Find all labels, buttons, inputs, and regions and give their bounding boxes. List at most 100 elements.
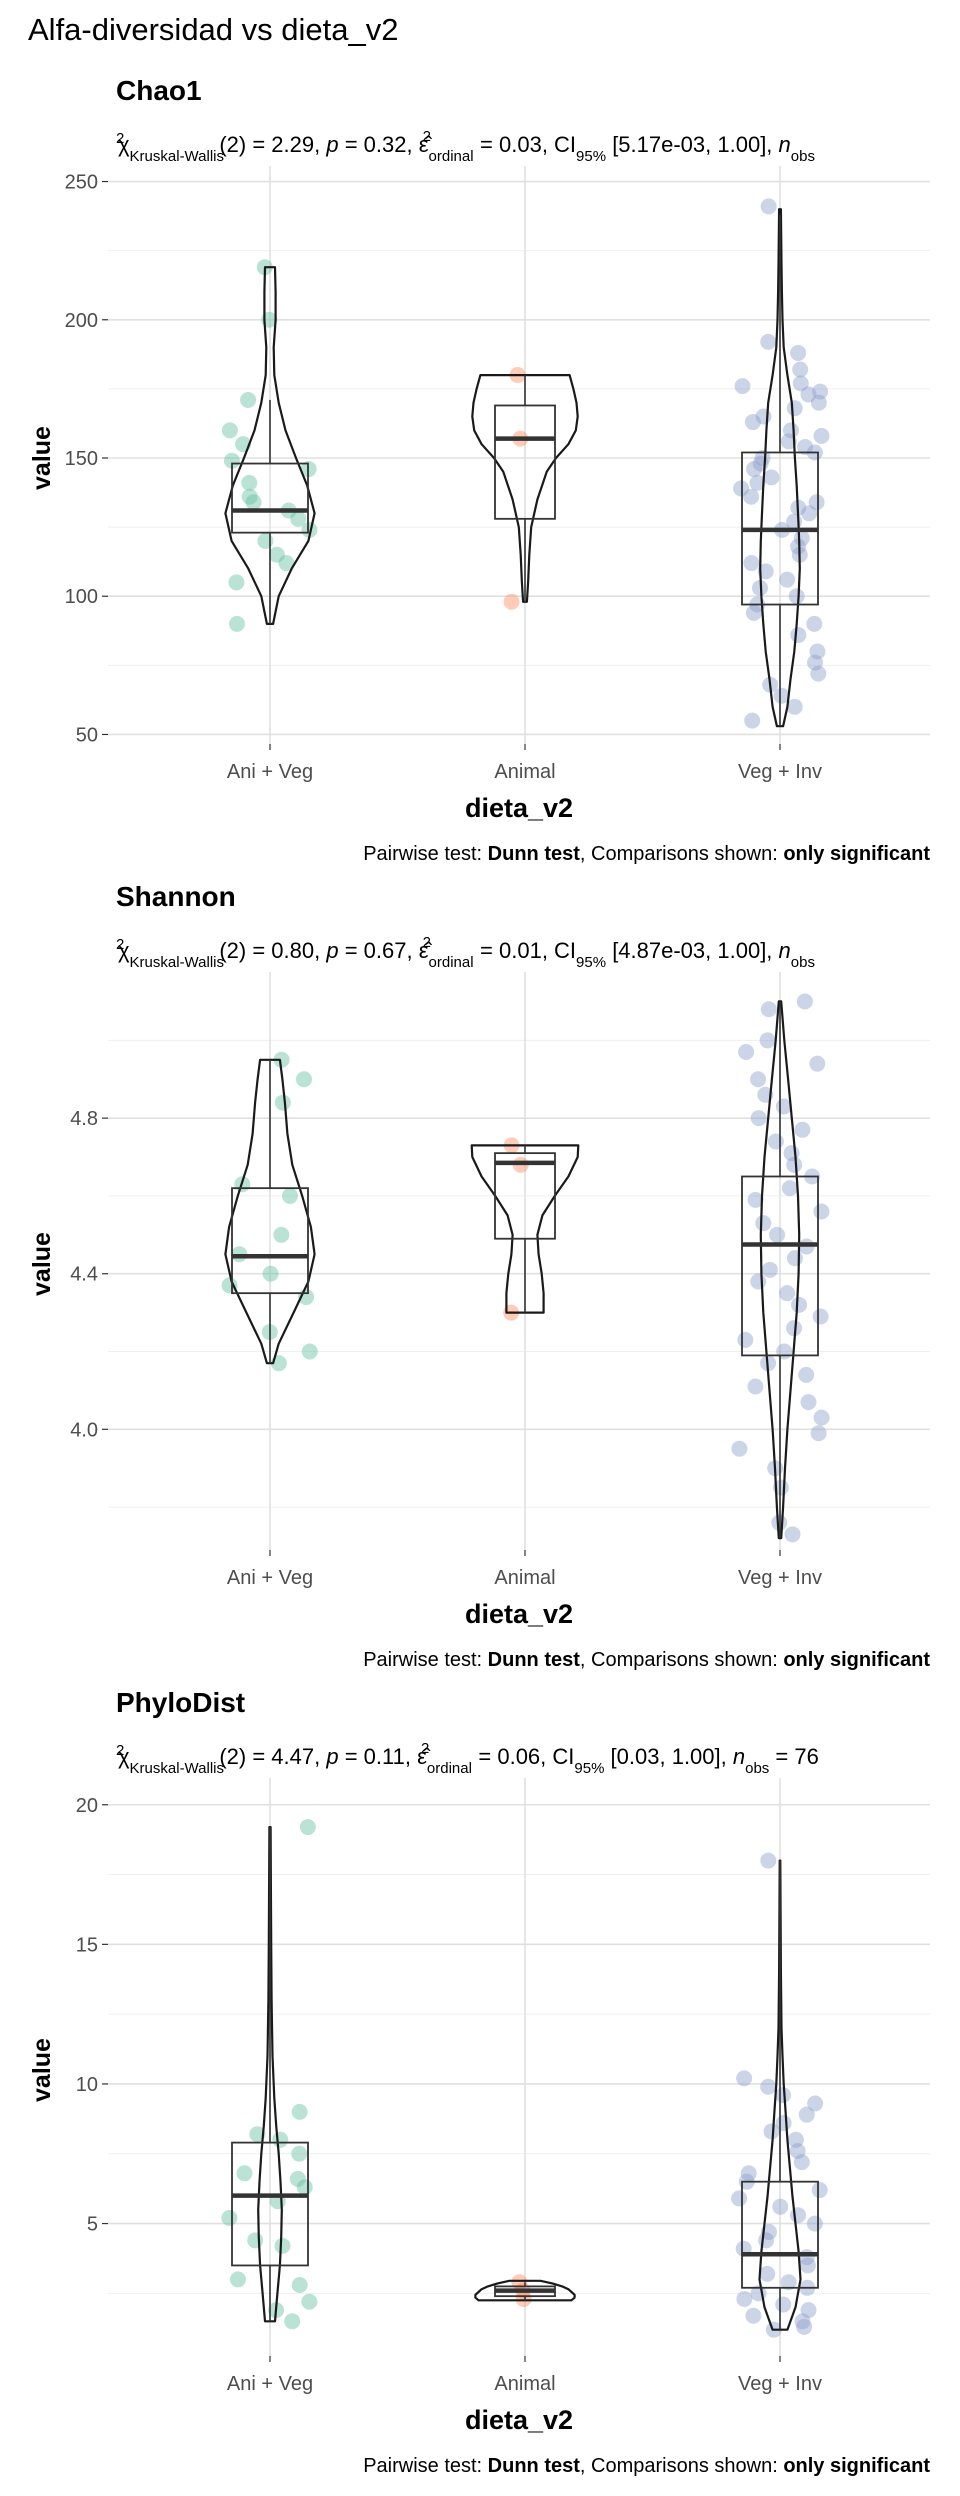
data-point [812, 1308, 829, 1325]
data-point [790, 538, 807, 555]
data-point [806, 615, 823, 632]
data-point [794, 1121, 811, 1138]
data-point [798, 1366, 815, 1383]
data-point [807, 2095, 824, 2112]
subtitle-chi-sup: 2 [116, 130, 124, 147]
data-point [223, 452, 240, 469]
data-point [249, 2126, 266, 2143]
data-point [273, 1226, 290, 1243]
box-ani-veg [231, 1827, 309, 2322]
data-point [747, 1191, 764, 1208]
data-point [812, 383, 829, 400]
box-veg-inv [741, 1860, 819, 2330]
subtitle-stat: (2) = 0.80, [219, 938, 326, 963]
data-point [747, 1378, 764, 1395]
data-point [760, 1001, 777, 1018]
caption-middle: , Comparisons shown: [580, 2455, 783, 2477]
points-veg-inv [733, 198, 830, 729]
caption-prefix: Pairwise test: [363, 1649, 487, 1671]
subtitle-chi: χ [118, 132, 130, 157]
data-point [809, 643, 826, 660]
box-iqr [494, 1152, 556, 1240]
data-point [759, 1032, 776, 1049]
panel-title: Shannon [116, 881, 236, 912]
caption-test: Dunn test [488, 1649, 581, 1671]
subtitle-eps-sup: 2 [423, 128, 431, 145]
box-animal [494, 1145, 556, 1313]
data-point [245, 494, 262, 511]
data-point [274, 1094, 291, 1111]
box-iqr [741, 2180, 819, 2289]
data-point [240, 391, 257, 408]
data-point [241, 488, 258, 505]
panel-title: Chao1 [116, 75, 202, 106]
box-iqr [231, 2141, 309, 2267]
panel-phylodist: PhyloDist χKruskal-Wallis 2 (2) = 4.47, p =… [28, 1687, 930, 2477]
x-axis: Ani + Veg Animal Veg + Inv dieta_v2 [227, 744, 822, 823]
data-point [761, 1261, 778, 1278]
stats-subtitle: χKruskal-Wallis2 (2) = 4.47, p = 0.11, ε̂… [116, 1740, 819, 1777]
data-point [236, 2165, 253, 2182]
data-point [744, 414, 761, 431]
subtitle-chi: χ [118, 938, 130, 963]
data-point [744, 712, 761, 729]
data-point [789, 2207, 806, 2224]
subtitle-stat: (2) = 4.47, [219, 1744, 326, 1769]
subtitle-eps-text: = 0.01, CI [474, 938, 576, 963]
violin-animal [474, 2279, 576, 2302]
subtitle-chi: χ [118, 1744, 130, 1769]
data-point [763, 2123, 780, 2140]
violin-animal [470, 1144, 580, 1314]
data-point [786, 400, 803, 417]
data-point [743, 555, 760, 572]
subtitle-p-label: p [325, 1744, 338, 1769]
data-point [515, 2290, 532, 2307]
data-point [775, 2296, 792, 2313]
subtitle-n-text: = 76 [769, 1744, 819, 1769]
y-tick-label: 250 [65, 172, 98, 194]
subtitle-ci-text: [5.17e-03, 1.00], [606, 132, 778, 157]
data-point [810, 1425, 827, 1442]
subtitle-p-text: = 0.32, [339, 132, 419, 157]
x-axis: Ani + Veg Animal Veg + Inv dieta_v2 [227, 1550, 822, 1629]
box-veg-inv [741, 214, 819, 727]
data-point [750, 1071, 767, 1088]
x-tick-label: Animal [494, 761, 555, 783]
data-point [781, 1180, 798, 1197]
subtitle-eps-sup: 2 [423, 934, 431, 951]
y-tick-label: 100 [65, 586, 98, 608]
caption-middle: , Comparisons shown: [580, 843, 783, 865]
data-point [750, 1110, 767, 1127]
caption-test: Dunn test [488, 2455, 581, 2477]
subtitle-eps-sup: 2 [421, 1740, 429, 1757]
y-axis-label: value [28, 2038, 56, 2102]
x-tick-label: Ani + Veg [227, 2373, 313, 2395]
data-point [749, 474, 766, 491]
data-point [731, 1440, 748, 1457]
data-point [779, 1285, 796, 1302]
grid [108, 1778, 930, 2356]
x-tick-label: Ani + Veg [227, 761, 313, 783]
x-axis-label: dieta_v2 [465, 2405, 573, 2435]
box-ani-veg [231, 399, 309, 624]
data-point [773, 687, 790, 704]
y-axis: 50 100 150 200 250 value [28, 172, 108, 746]
subtitle-p-text: = 0.67, [339, 938, 419, 963]
x-tick-label: Animal [494, 2373, 555, 2395]
panel-shannon: Shannon χKruskal-Wallis 2 (2) = 0.80, p = 0… [28, 881, 930, 1671]
panel-title: PhyloDist [116, 1687, 245, 1718]
subtitle-p-label: p [325, 938, 338, 963]
subtitle-chi-sub: Kruskal-Wallis [130, 1760, 224, 1777]
data-point [786, 1320, 803, 1337]
data-point [274, 2237, 291, 2254]
y-tick-label: 5 [87, 2214, 98, 2236]
box-animal [494, 2282, 556, 2301]
data-point [800, 2302, 817, 2319]
data-point [813, 1409, 830, 1426]
data-point [754, 450, 771, 466]
data-point [750, 1273, 767, 1290]
box-iqr [231, 462, 309, 534]
caption-prefix: Pairwise test: [363, 2455, 487, 2477]
data-point [809, 1055, 826, 1072]
subtitle-chi-sup: 2 [116, 936, 124, 953]
